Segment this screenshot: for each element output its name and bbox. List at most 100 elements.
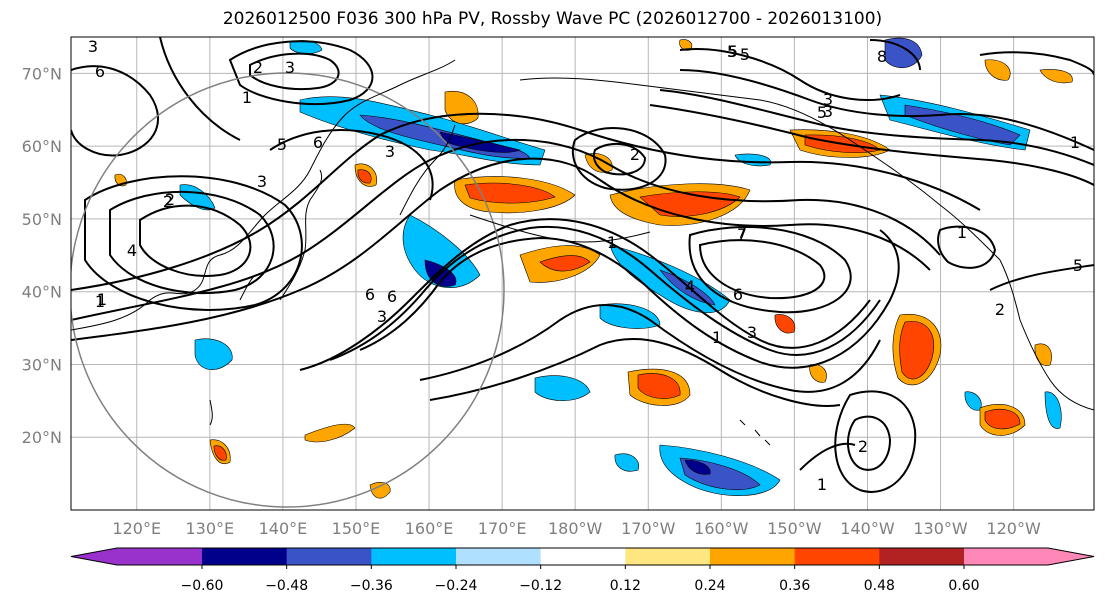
contour-label: 1 bbox=[97, 290, 107, 309]
colorbar-box bbox=[286, 548, 372, 565]
shade-pos-18 bbox=[1039, 69, 1073, 84]
contour-label: 5 bbox=[740, 45, 750, 64]
shade-neg-6b bbox=[659, 269, 716, 306]
coast-aleutians bbox=[469, 214, 651, 243]
contour-31 bbox=[799, 442, 856, 471]
colorbar-tick-label: 0.48 bbox=[864, 578, 895, 594]
coast-korea bbox=[239, 274, 256, 301]
contour-label: 3 bbox=[747, 323, 757, 342]
contour-13 bbox=[571, 127, 667, 191]
colorbar-box bbox=[879, 548, 965, 565]
shade-pos-11b bbox=[213, 445, 227, 461]
coast-namerica bbox=[999, 259, 1094, 411]
lon-tick-label: 160°E bbox=[405, 519, 454, 538]
contour-label: 1 bbox=[712, 328, 722, 347]
contour-label: 3 bbox=[823, 102, 833, 121]
longitude-labels: 120°E 130°E 140°E 150°E 160°E 170°E 180°W 170°W… bbox=[112, 519, 1041, 538]
lon-tick-label: 170°E bbox=[478, 519, 527, 538]
lon-tick-label: 120°E bbox=[112, 519, 161, 538]
shade-pos-3b bbox=[539, 255, 591, 272]
contour-label: 2 bbox=[858, 437, 868, 456]
chart-title: 2026012500 F036 300 hPa PV, Rossby Wave … bbox=[222, 9, 883, 29]
lon-tick-label: 160°W bbox=[694, 519, 749, 538]
shade-pos-17 bbox=[584, 153, 613, 173]
contour-label: 3 bbox=[257, 172, 267, 191]
shade-neg-13 bbox=[1044, 391, 1062, 429]
shade-pos-9b bbox=[357, 169, 372, 184]
contour-label: 6 bbox=[387, 287, 397, 306]
contour-21 bbox=[847, 415, 892, 471]
shade-pos-10 bbox=[304, 423, 356, 443]
coast-taiwan bbox=[209, 399, 213, 426]
colorbar-tick-label: −0.24 bbox=[435, 578, 478, 594]
shade-pos-6b bbox=[637, 373, 681, 399]
contour-label: 4 bbox=[127, 241, 137, 260]
colorbar-box bbox=[540, 548, 626, 565]
contour-6 bbox=[359, 229, 900, 369]
lon-tick-label: 130°W bbox=[913, 519, 968, 538]
pv-contours bbox=[71, 37, 1094, 493]
shade-pos-15 bbox=[774, 314, 796, 334]
colorbar-tick-label: 0.36 bbox=[779, 578, 810, 594]
lon-tick-label: 140°E bbox=[259, 519, 308, 538]
lon-tick-label: 180°W bbox=[548, 519, 603, 538]
contour-label: 6 bbox=[95, 62, 105, 81]
colorbar-tick-label: 0.12 bbox=[610, 578, 641, 594]
contour-16 bbox=[679, 48, 901, 101]
shade-pos-5b bbox=[899, 321, 934, 380]
contour-label: 6 bbox=[313, 133, 323, 152]
contour-14 bbox=[698, 239, 826, 300]
coast-hawaii bbox=[739, 419, 771, 446]
contour-2 bbox=[71, 138, 941, 321]
contour-label: 7 bbox=[737, 223, 747, 242]
colorbar-tick-label: −0.12 bbox=[519, 578, 562, 594]
contour-label: 7 bbox=[737, 225, 747, 244]
colorbar-ticks: −0.60 −0.48 −0.36 −0.24 −0.12 0.12 0.24 0.36 0.4… bbox=[181, 565, 980, 594]
shade-neg-10 bbox=[194, 338, 233, 370]
coast-japan bbox=[279, 169, 323, 301]
contour-label: 5 bbox=[817, 103, 827, 122]
contour-label: 2 bbox=[995, 300, 1005, 319]
contour-label: 8 bbox=[877, 47, 887, 66]
shade-neg-11 bbox=[179, 184, 216, 211]
coast-asia bbox=[71, 59, 456, 331]
contour-1 bbox=[71, 157, 931, 341]
colorbar-tick-label: 0.60 bbox=[948, 578, 979, 594]
contour-19 bbox=[649, 104, 1094, 186]
contour-label: 1 bbox=[1070, 133, 1080, 152]
contour-label: 6 bbox=[365, 285, 375, 304]
lon-tick-label: 150°W bbox=[767, 519, 822, 538]
contour-26 bbox=[71, 65, 160, 157]
lat-tick-label: 40°N bbox=[22, 283, 62, 302]
colorbar-tick-label: −0.36 bbox=[350, 578, 393, 594]
colorbar-box bbox=[710, 548, 796, 565]
region-circle bbox=[71, 72, 505, 508]
coastlines bbox=[71, 59, 1094, 446]
shade-pos-1b bbox=[464, 182, 556, 204]
contour-label: 4 bbox=[685, 277, 695, 296]
contour-25 bbox=[249, 52, 340, 91]
contour-11 bbox=[84, 175, 303, 311]
contour-label: 5 bbox=[1073, 256, 1083, 275]
colorbar-box bbox=[202, 548, 288, 565]
contour-label: 3 bbox=[377, 307, 387, 326]
colorbar-box bbox=[625, 548, 711, 565]
colorbar-tick-label: 0.24 bbox=[694, 578, 725, 594]
lat-tick-label: 70°N bbox=[22, 64, 62, 83]
contour-label: 2 bbox=[253, 58, 263, 77]
colorbar-tick-label: −0.48 bbox=[265, 578, 308, 594]
colorbar-outline bbox=[70, 547, 1095, 566]
shade-neg-8c bbox=[684, 459, 711, 475]
lat-tick-label: 50°N bbox=[22, 210, 62, 229]
contour-15 bbox=[688, 226, 852, 314]
contour-7 bbox=[419, 304, 881, 393]
contour-30 bbox=[979, 51, 1094, 76]
contour-22 bbox=[937, 225, 997, 269]
lon-tick-label: 140°W bbox=[840, 519, 895, 538]
contour-label: 1 bbox=[817, 475, 827, 494]
contour-29 bbox=[869, 39, 921, 71]
shade-neg-5 bbox=[402, 214, 481, 288]
contour-label: 6 bbox=[733, 285, 743, 304]
